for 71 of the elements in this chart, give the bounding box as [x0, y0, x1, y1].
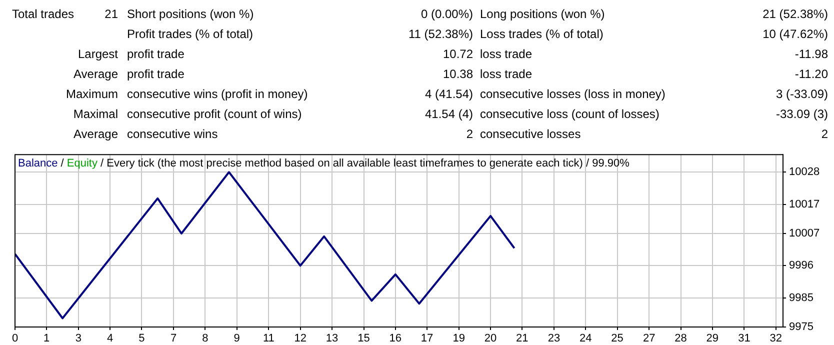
chart-title: Every tick (the most precise method based on all available least timeframes to generate each tick) / 99.90% [106, 158, 630, 170]
y-tick-label: 9985 [789, 292, 814, 304]
text: Short positions (won %) [127, 7, 254, 21]
text: -33.09 (3) [776, 107, 828, 121]
x-tick-label: 31 [738, 332, 750, 345]
x-tick-label: 1 [44, 332, 50, 345]
x-tick-label: 0 [12, 332, 18, 345]
x-tick-label: 27 [643, 332, 656, 345]
y-tick-label: 9996 [789, 260, 814, 272]
text: -11.20 [794, 67, 828, 81]
y-tick-label: 9975 [789, 321, 814, 334]
x-tick-label: 19 [452, 332, 466, 345]
y-tick-label: 10017 [789, 198, 820, 210]
text: consecutive loss (count of losses) [480, 107, 660, 121]
x-tick-label: 20 [484, 332, 497, 345]
text: Average [74, 67, 118, 81]
x-tick-label: 15 [358, 332, 370, 345]
y-tick-label: 10028 [789, 166, 820, 178]
text: Balance [18, 158, 58, 170]
text: 2 [821, 127, 828, 141]
text: consecutive losses [480, 127, 581, 141]
text: 10.72 [442, 47, 473, 61]
text: consecutive profit (count of wins) [127, 107, 302, 121]
text: 10.38 [442, 67, 473, 81]
x-tick-label: 3 [75, 332, 82, 345]
x-tick-label: 25 [611, 332, 624, 345]
text: Largest [78, 47, 118, 61]
text: consecutive wins (profit in money) [127, 87, 308, 101]
text: profit trade [127, 67, 184, 81]
text: Long positions (won %) [480, 7, 605, 21]
annotation: / [97, 158, 107, 170]
text: 41.54 (4) [424, 107, 473, 121]
text: consecutive losses (loss in money) [480, 87, 666, 101]
x-tick-label: 21 [516, 332, 528, 345]
text: 21 [104, 7, 118, 21]
text: loss trade [480, 67, 532, 81]
text: -11.98 [794, 47, 828, 61]
text: Average [74, 127, 118, 141]
text: Maximal [73, 107, 118, 121]
text: 0 (0.00%) [420, 7, 473, 21]
x-tick-label: 23 [548, 332, 560, 345]
text: consecutive wins [127, 127, 218, 141]
text: 2 [466, 127, 473, 141]
legend-label: Equity [66, 158, 98, 170]
text: 4 (41.54) [424, 87, 473, 101]
x-tick-label: 12 [294, 332, 306, 345]
x-tick-label: 17 [420, 332, 434, 345]
text: profit trade [127, 47, 184, 61]
x-tick-label: 32 [770, 332, 782, 345]
x-tick-label: 24 [580, 332, 592, 345]
text: Maximum [66, 87, 118, 101]
text: Profit trades (% of total) [127, 27, 254, 41]
text: 3 (-33.09) [776, 87, 828, 101]
x-tick-label: 29 [706, 332, 719, 345]
text: Total trades [12, 7, 74, 21]
x-tick-label: 8 [202, 332, 208, 345]
x-tick-label: 13 [326, 332, 338, 345]
annotation: / [58, 158, 67, 170]
x-tick-label: 16 [389, 332, 402, 345]
y-tick-label: 10007 [789, 228, 820, 240]
x-tick-label: 28 [674, 332, 687, 345]
x-tick-label: 7 [170, 332, 177, 345]
x-tick-label: 9 [234, 332, 240, 345]
text: 21 (52.38%) [762, 7, 828, 21]
text: 10 (47.62%) [762, 27, 828, 41]
x-tick-label: 4 [107, 332, 114, 345]
text: 11 (52.38%) [408, 27, 473, 41]
text: loss trade [480, 47, 532, 61]
text: Loss trades (% of total) [480, 27, 604, 41]
x-tick-label: 11 [262, 332, 274, 345]
x-tick-label: 5 [138, 332, 145, 345]
